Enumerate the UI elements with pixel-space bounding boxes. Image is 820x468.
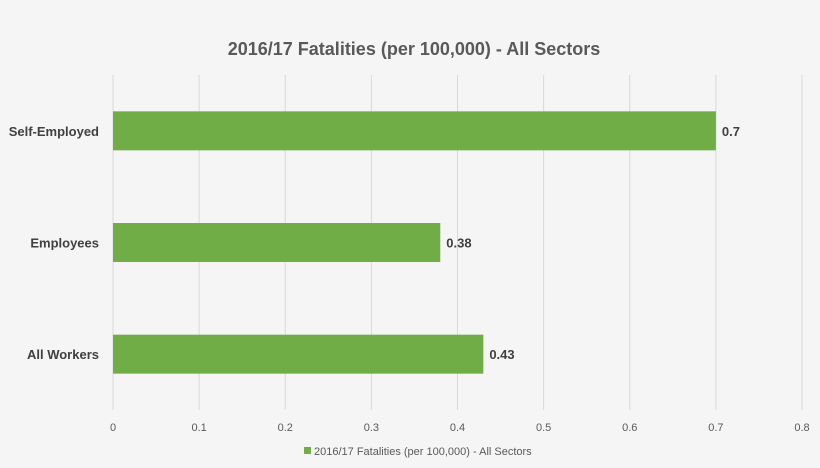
data-label: 0.7	[722, 124, 740, 139]
bar	[113, 111, 716, 151]
category-label: Self-Employed	[9, 124, 99, 139]
x-tick-label: 0.5	[536, 422, 551, 434]
legend-swatch	[304, 447, 311, 454]
x-tick-label: 0.1	[191, 422, 206, 434]
x-tick-label: 0.8	[794, 422, 809, 434]
category-label: All Workers	[27, 347, 99, 362]
category-label: Employees	[30, 236, 99, 251]
x-tick-label: 0.6	[622, 422, 637, 434]
x-tick-label: 0.4	[450, 422, 465, 434]
x-tick-label: 0.7	[708, 422, 723, 434]
bar	[113, 334, 484, 374]
category-labels: Self-Employed Employees All Workers	[9, 124, 99, 362]
bars: 0.7 0.38 0.43	[113, 111, 740, 374]
bar	[113, 223, 441, 262]
x-tick-label: 0	[110, 422, 116, 434]
chart-title: 2016/17 Fatalities (per 100,000) - All S…	[228, 39, 601, 59]
data-label: 0.38	[446, 236, 471, 251]
x-tick-label: 0.2	[278, 422, 293, 434]
x-tick-label: 0.3	[364, 422, 379, 434]
legend-label: 2016/17 Fatalities (per 100,000) - All S…	[314, 446, 532, 458]
x-tick-labels: 0 0.1 0.2 0.3 0.4 0.5 0.6 0.7 0.8	[110, 422, 810, 434]
legend: 2016/17 Fatalities (per 100,000) - All S…	[304, 446, 532, 458]
data-label: 0.43	[489, 347, 514, 362]
